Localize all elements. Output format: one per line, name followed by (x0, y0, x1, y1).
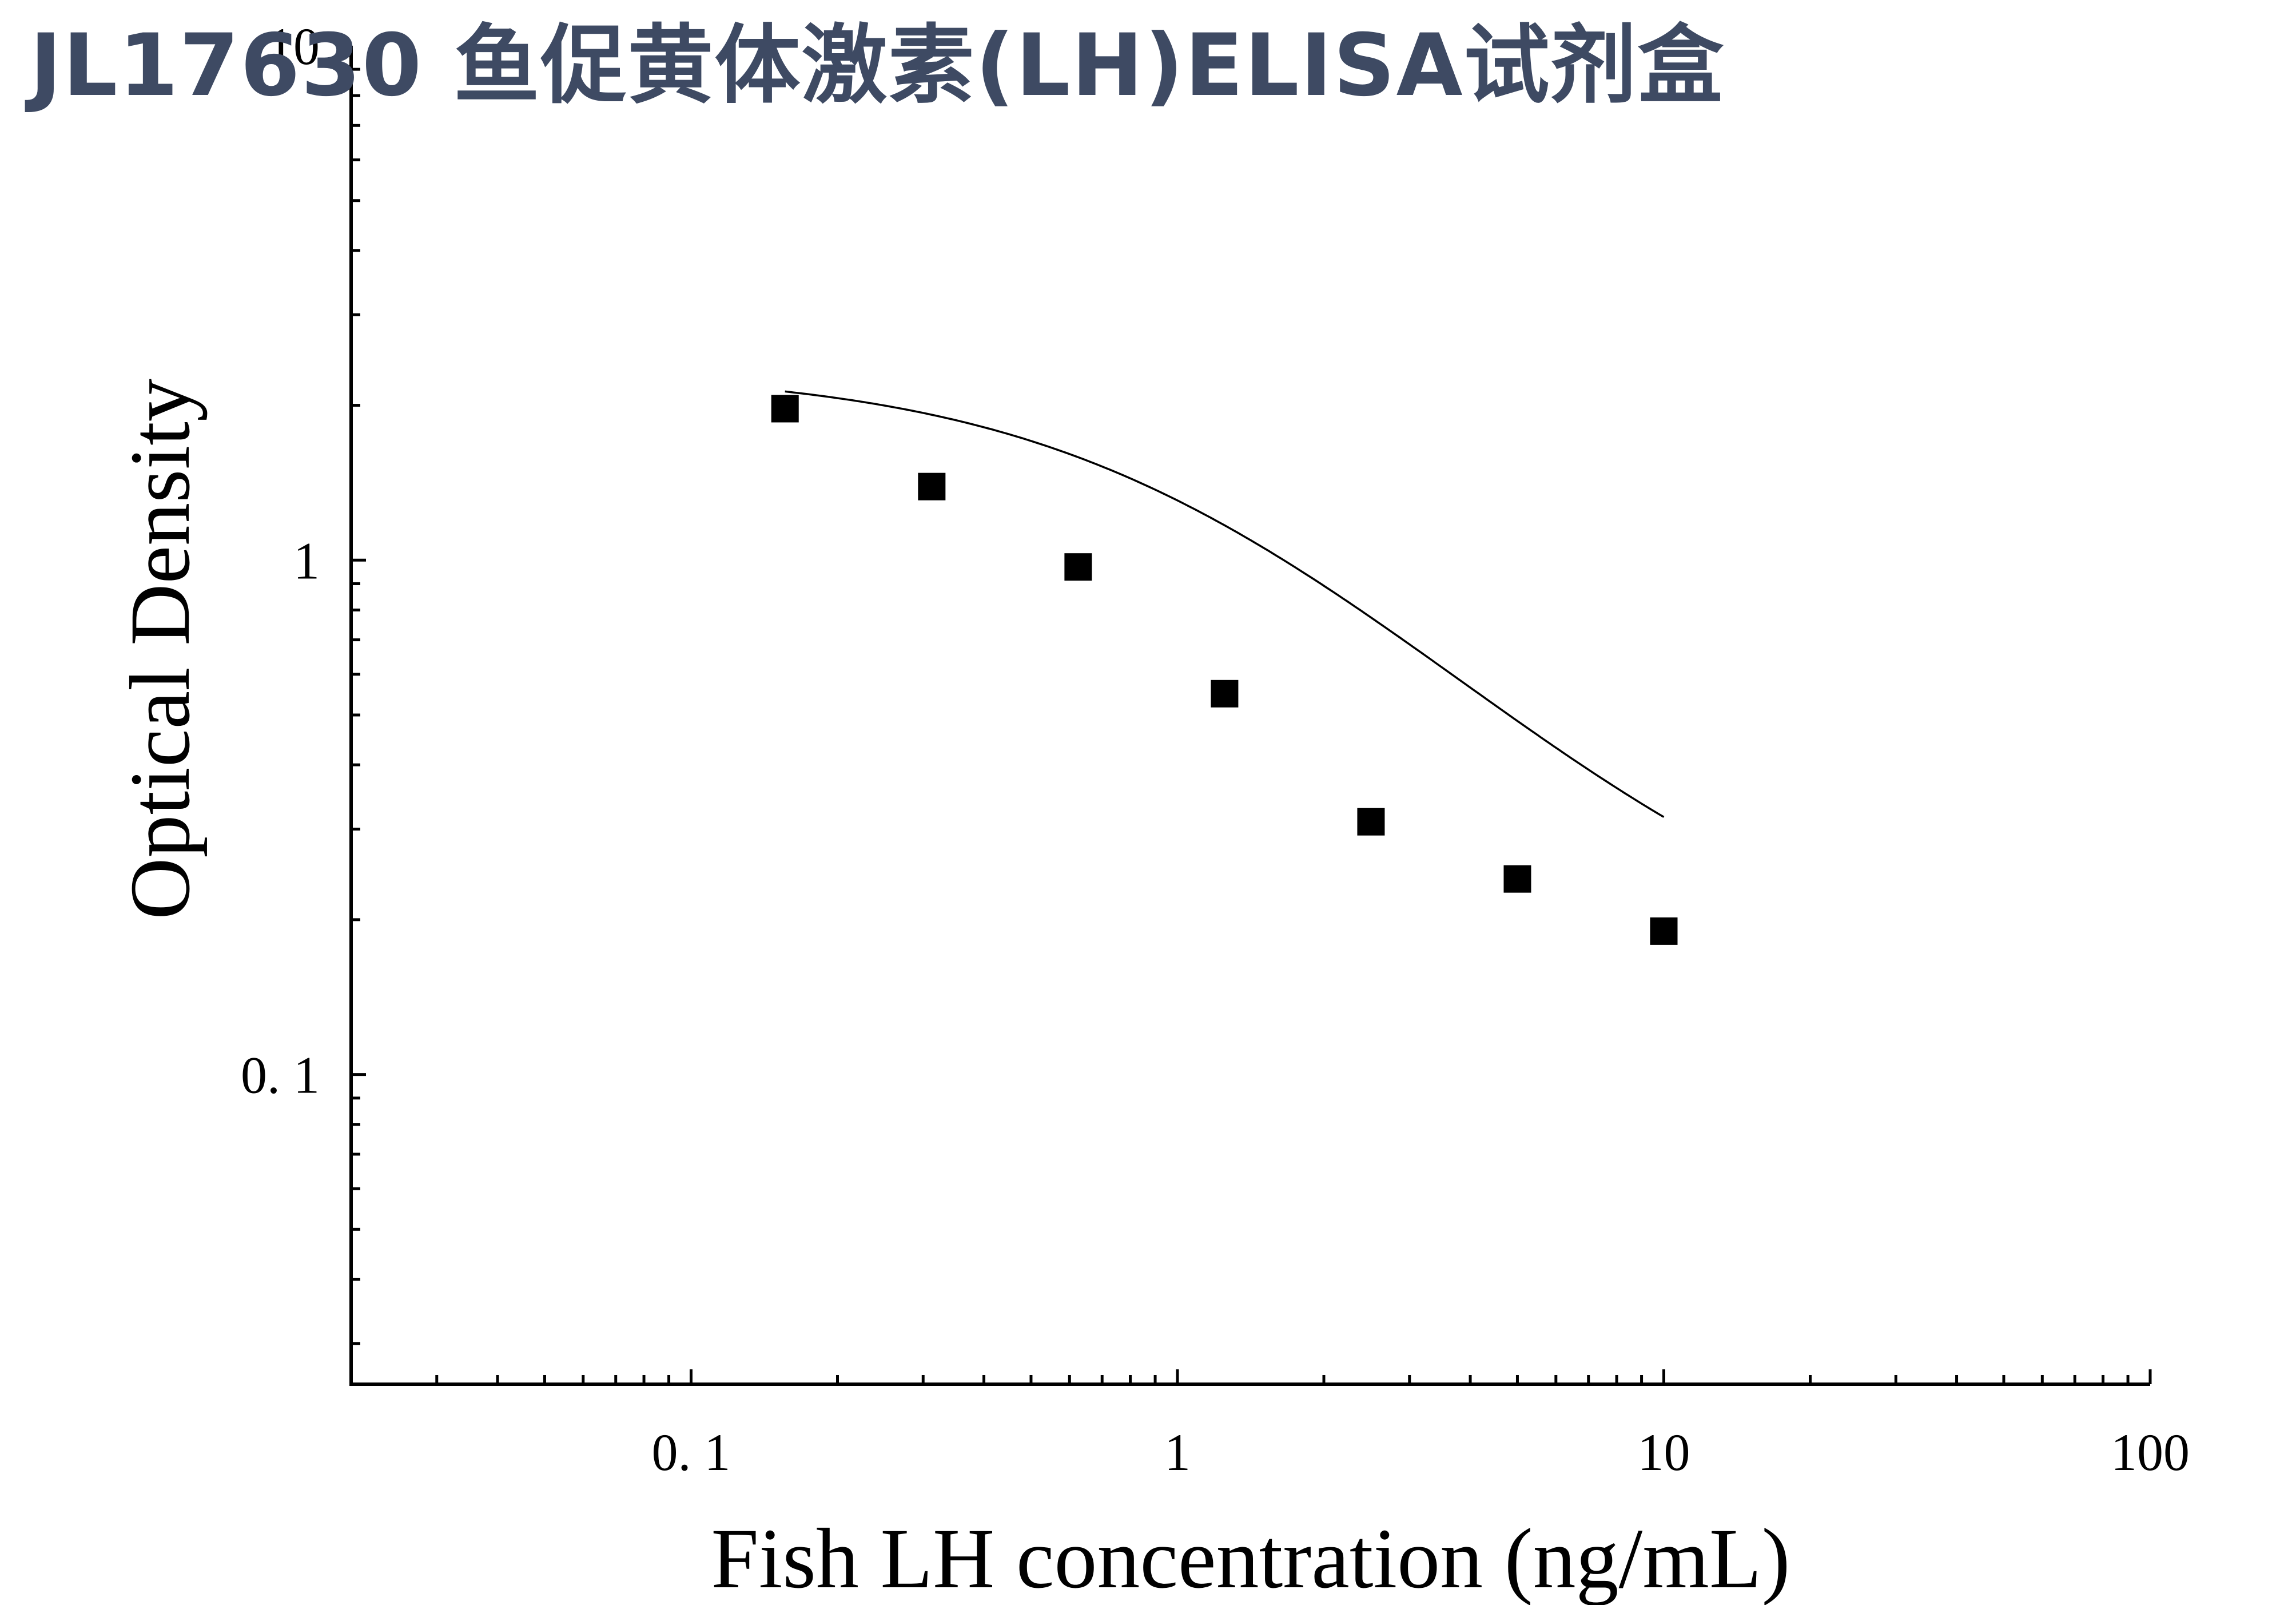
y-tick-label: 0. 1 (241, 1046, 320, 1105)
data-point-marker (1357, 808, 1385, 836)
axes (349, 46, 2150, 1386)
x-tick-label: 1 (1164, 1423, 1191, 1481)
data-point-marker (1650, 917, 1678, 945)
x-axis-ticks: 0. 1 1 10 100 (349, 1369, 2190, 1481)
data-point-marker (1064, 553, 1092, 581)
data-points (771, 395, 1678, 945)
y-tick-label: 10 (267, 17, 320, 76)
fit-curve (785, 390, 1665, 818)
y-axis-ticks: 0. 1 1 10 (241, 17, 366, 1345)
x-tick-label: 100 (2111, 1423, 2190, 1481)
x-tick-label: 10 (1637, 1423, 1690, 1481)
y-axis-title: Optical Density (113, 379, 208, 920)
data-point-marker (771, 395, 799, 423)
data-point-marker (1503, 865, 1531, 893)
page-title: JL17630 鱼促黄体激素(LH)ELISA试剂盒 (30, 16, 1725, 116)
x-axis-title: Fish LH concentration (ng/mL) (711, 1511, 1790, 1605)
y-tick-label: 1 (293, 531, 320, 590)
data-point-marker (918, 472, 946, 500)
data-point-marker (1211, 680, 1239, 708)
x-tick-label: 0. 1 (651, 1423, 730, 1481)
